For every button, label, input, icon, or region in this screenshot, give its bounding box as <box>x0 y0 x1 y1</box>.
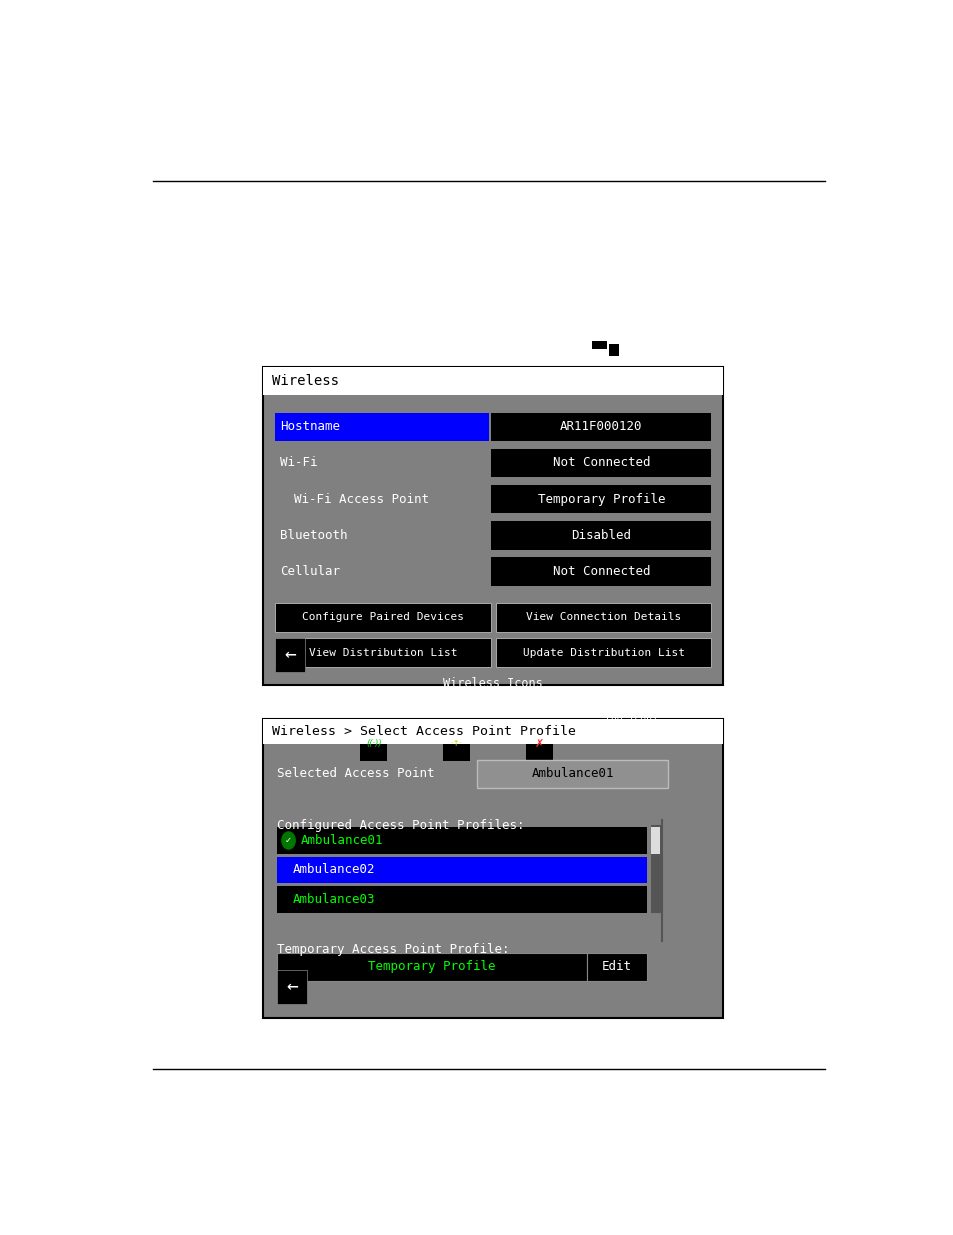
Bar <box>476 760 667 788</box>
Bar <box>276 857 646 883</box>
Bar <box>491 412 711 441</box>
Bar <box>491 448 711 477</box>
Text: View Connection Details: View Connection Details <box>525 613 680 622</box>
Text: AR11F000120: AR11F000120 <box>559 420 641 433</box>
Text: Ambulance01: Ambulance01 <box>531 767 614 781</box>
Bar <box>491 557 711 585</box>
Bar <box>592 341 606 348</box>
Text: Temporary Profile: Temporary Profile <box>537 493 664 505</box>
Text: Selected Access Point: Selected Access Point <box>276 767 434 781</box>
Bar <box>443 726 470 761</box>
Bar <box>360 726 387 761</box>
Bar <box>276 827 646 853</box>
Bar <box>263 719 722 745</box>
Bar <box>275 638 490 667</box>
Text: Cellular: Cellular <box>279 564 339 578</box>
Text: Disabled: Disabled <box>571 529 631 542</box>
Text: Temporary Profile: Temporary Profile <box>368 961 496 973</box>
Text: Connected: Connected <box>347 701 400 711</box>
Bar <box>263 367 722 685</box>
Text: Configured Access Point Profiles:: Configured Access Point Profiles: <box>276 819 524 831</box>
Text: View Distribution List: View Distribution List <box>309 647 456 658</box>
Bar <box>649 824 660 913</box>
Text: ✗: ✗ <box>534 739 543 748</box>
Bar <box>276 887 646 913</box>
Bar <box>491 521 711 550</box>
Text: Wireless > Select Access Point Profile: Wireless > Select Access Point Profile <box>272 725 576 739</box>
Text: ✓: ✓ <box>285 836 292 845</box>
Bar <box>650 827 659 853</box>
Text: ←: ← <box>286 977 297 997</box>
Text: Ambulance02: Ambulance02 <box>293 863 375 877</box>
Text: Wireless: Wireless <box>272 374 339 388</box>
Bar <box>496 638 711 667</box>
Text: Hostname: Hostname <box>279 420 339 433</box>
Bar <box>496 603 711 632</box>
Text: Bluetooth: Bluetooth <box>279 529 347 542</box>
Text: Wi-Fi: Wi-Fi <box>279 457 316 469</box>
Text: Not Connected: Not Connected <box>552 564 649 578</box>
Text: Edit: Edit <box>601 961 632 973</box>
Bar <box>275 412 489 441</box>
Bar <box>525 726 552 761</box>
Bar <box>263 719 722 1019</box>
Text: Wi-Fi Access Point: Wi-Fi Access Point <box>294 493 429 505</box>
Circle shape <box>281 832 294 848</box>
Text: Configure Paired Devices: Configure Paired Devices <box>302 613 463 622</box>
Text: Disabled
(no icon): Disabled (no icon) <box>604 701 657 724</box>
Text: ((·)): ((·)) <box>366 739 381 748</box>
Bar <box>276 952 586 982</box>
Bar <box>263 367 722 395</box>
Text: Failed: Failed <box>521 701 557 711</box>
Bar <box>491 485 711 514</box>
Bar <box>275 638 304 672</box>
Text: Temporary Access Point Profile:: Temporary Access Point Profile: <box>276 944 509 956</box>
Text: Update Distribution List: Update Distribution List <box>522 647 684 658</box>
Bar <box>586 952 646 982</box>
Text: ·↑·: ·↑· <box>450 739 462 748</box>
Text: Ambulance01: Ambulance01 <box>300 834 382 847</box>
Text: Not Connected: Not Connected <box>552 457 649 469</box>
Bar <box>275 603 490 632</box>
Bar <box>276 969 307 1004</box>
Text: Ambulance03: Ambulance03 <box>293 893 375 906</box>
Bar <box>609 345 618 357</box>
Text: ←: ← <box>284 646 295 664</box>
Text: Not Connected: Not Connected <box>418 701 495 711</box>
Text: Wireless Icons: Wireless Icons <box>443 677 542 690</box>
